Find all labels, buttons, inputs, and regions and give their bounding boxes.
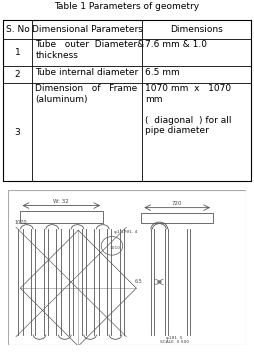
Text: 1070: 1070	[15, 220, 27, 225]
Text: 720: 720	[172, 201, 182, 206]
Text: SCALE  0.500: SCALE 0.500	[160, 340, 189, 344]
Text: Dimension   of   Frame
(aluminum): Dimension of Frame (aluminum)	[36, 84, 138, 104]
Text: Dimensions: Dimensions	[170, 25, 223, 34]
Text: 1010: 1010	[109, 246, 121, 250]
Text: 7.6 mm & 1.0: 7.6 mm & 1.0	[145, 40, 207, 49]
Bar	[141, 213, 213, 223]
Text: 3: 3	[14, 127, 20, 137]
Text: Table 1 Parameters of geometry: Table 1 Parameters of geometry	[54, 2, 200, 11]
Text: Dimensional Parameters: Dimensional Parameters	[32, 25, 142, 34]
Text: S. No: S. No	[6, 25, 29, 34]
Text: 6.5 mm: 6.5 mm	[145, 68, 180, 76]
Text: 6.5: 6.5	[135, 279, 142, 284]
Text: 2: 2	[15, 70, 20, 79]
Text: Tube internal diameter: Tube internal diameter	[36, 68, 139, 76]
Bar	[3, 20, 251, 181]
Text: 1: 1	[14, 48, 20, 57]
Bar	[20, 211, 103, 223]
Text: φ1θ1. 5: φ1θ1. 5	[166, 336, 183, 340]
Text: 1070 mm  x   1070
mm

(  diagonal  ) for all
pipe diameter: 1070 mm x 1070 mm ( diagonal ) for all p…	[145, 84, 231, 135]
Text: Tube   outer  Diameter&
thickness: Tube outer Diameter& thickness	[36, 40, 145, 59]
Text: φ1 17θ1. 4: φ1 17θ1. 4	[114, 231, 138, 234]
Text: W: 32: W: 32	[53, 199, 69, 203]
